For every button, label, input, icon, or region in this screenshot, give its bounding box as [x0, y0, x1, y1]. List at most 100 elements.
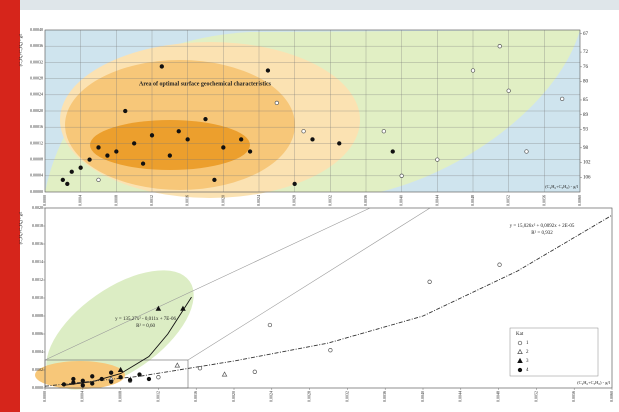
x-tick-label: 0.0008 — [118, 391, 123, 402]
x-tick-label: 0.0016 — [193, 391, 198, 402]
point — [167, 153, 172, 158]
x-tick-label: 0.0004 — [78, 195, 83, 206]
x-tick-label: 0.0052 — [533, 391, 538, 402]
x-tick-label: 0.0040 — [420, 391, 425, 402]
x-tick-label: 0.0060 — [577, 195, 582, 206]
y-tick-label: 0.0014 — [32, 259, 43, 264]
point — [108, 370, 114, 375]
point — [390, 149, 395, 154]
legend-marker — [517, 357, 523, 363]
point — [117, 366, 124, 372]
point — [301, 129, 306, 134]
top-strip — [0, 0, 619, 10]
point — [203, 116, 208, 122]
y2-tick-label: 93 — [583, 128, 589, 133]
point — [470, 68, 476, 73]
x-tick-label: 0.0012 — [149, 195, 154, 206]
trend-equation: y = 15,026x² + 0,0092x + 2E-05 — [510, 223, 575, 229]
x-tick-label: 0.0000 — [42, 195, 47, 206]
point — [176, 129, 181, 134]
side-strip — [0, 0, 20, 412]
point — [435, 157, 440, 162]
point — [60, 177, 65, 183]
trend-r2: R² = 0,932 — [531, 230, 553, 236]
point — [90, 374, 95, 379]
zoom-line — [44, 207, 371, 361]
point — [108, 379, 114, 384]
y-tick-label: 0.0002 — [32, 367, 43, 372]
point — [137, 372, 142, 377]
x-tick-label: 0.0024 — [256, 195, 261, 206]
y2-tick-label: 85 — [583, 98, 589, 103]
y-tick-label: 0.00028 — [30, 76, 43, 81]
x-tick-label: 0.0024 — [269, 391, 274, 402]
x-tick-label: 0.0044 — [458, 391, 463, 402]
point — [123, 108, 128, 114]
x-tick-label: 0.0036 — [382, 391, 387, 402]
point — [78, 165, 83, 170]
x-tick-label: 0.0048 — [470, 195, 475, 206]
point — [497, 44, 502, 49]
y-tick-label: 0.0004 — [32, 349, 43, 354]
point — [524, 149, 529, 154]
y2-tick-label: 102 — [583, 161, 591, 166]
y2-tick-label: 98 — [583, 146, 589, 151]
point — [61, 382, 67, 387]
y-tick-label: 0.0020 — [32, 205, 43, 210]
point — [114, 149, 119, 154]
x-tick-label: 0.0060 — [609, 391, 614, 402]
y-axis-label: (C₂H₆+C₃H₈) - g/l — [18, 211, 23, 245]
point — [146, 376, 152, 382]
point — [96, 145, 101, 150]
point — [80, 383, 85, 388]
point — [71, 376, 76, 382]
y-tick-label: 0.00000 — [30, 189, 43, 194]
y2-tick-label: 106 — [583, 175, 591, 180]
x-tick-label: 0.0008 — [113, 195, 118, 206]
trendline — [44, 214, 613, 387]
point — [180, 305, 186, 311]
x-tick-label: 0.0048 — [496, 391, 501, 402]
trendline — [63, 296, 192, 386]
point — [292, 181, 297, 187]
trend-r2: R² = 0,60 — [136, 323, 155, 329]
y-axis-label: (C₂H₆+C₃H₈) - g/l — [18, 33, 23, 67]
legend-label: 3 — [526, 359, 529, 364]
trend-equation: y = 135,27x² - 0,011x + 7E-06 — [115, 316, 176, 322]
point — [69, 169, 74, 174]
point — [149, 133, 155, 138]
upper-chart: Area of optimal surface geochemical char… — [18, 27, 591, 206]
x-tick-label: 0.0036 — [363, 195, 368, 206]
x-tick-label: 0.0032 — [344, 391, 349, 402]
y-tick-label: 0.00016 — [30, 124, 43, 129]
point — [65, 181, 70, 187]
point — [497, 262, 502, 267]
y-tick-label: 0.00008 — [30, 157, 43, 162]
legend-box — [509, 327, 599, 377]
point — [221, 371, 228, 377]
point — [127, 377, 133, 383]
x-tick-label: 0.0004 — [80, 391, 85, 402]
y2-tick-label: 76 — [583, 65, 589, 70]
point — [239, 137, 244, 142]
point — [118, 375, 123, 380]
legend-marker — [517, 340, 523, 346]
point — [252, 369, 257, 374]
legend-label: 2 — [526, 350, 529, 355]
y-tick-label: 0.00012 — [30, 140, 43, 145]
point — [267, 322, 273, 328]
y-tick-label: 0.00024 — [30, 92, 43, 97]
x-tick-label: 0.0044 — [434, 195, 439, 206]
y2-tick-label: 80 — [583, 80, 589, 85]
point — [159, 64, 164, 69]
y-tick-label: 0.00020 — [30, 108, 43, 113]
x-tick-label: 0.0056 — [571, 391, 576, 402]
y-tick-label: 0.0006 — [32, 331, 43, 336]
x-tick-label: 0.0020 — [231, 391, 236, 402]
point — [310, 137, 315, 142]
point — [140, 161, 146, 166]
point — [156, 375, 161, 380]
x-tick-label: 0.0012 — [155, 391, 160, 402]
y2-tick-label: 89 — [583, 113, 589, 118]
point — [132, 141, 137, 146]
